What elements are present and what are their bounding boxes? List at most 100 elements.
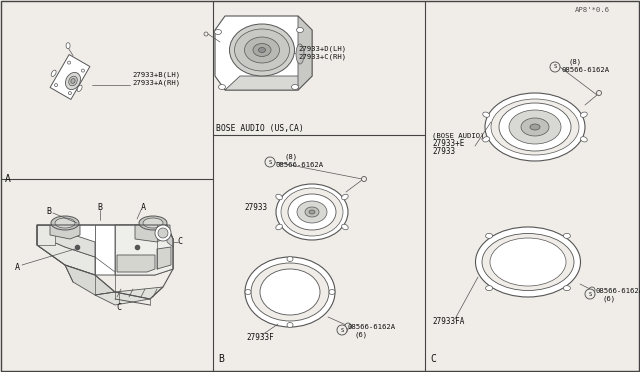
Text: C: C <box>177 237 182 247</box>
Ellipse shape <box>563 233 570 238</box>
Ellipse shape <box>55 218 75 228</box>
Ellipse shape <box>139 216 167 230</box>
Ellipse shape <box>287 257 293 262</box>
Ellipse shape <box>362 176 367 182</box>
Ellipse shape <box>589 287 595 293</box>
Ellipse shape <box>218 84 225 90</box>
Ellipse shape <box>337 325 347 335</box>
Text: 08566-6162A: 08566-6162A <box>276 162 324 168</box>
Polygon shape <box>298 16 312 90</box>
Ellipse shape <box>296 44 304 64</box>
Ellipse shape <box>155 225 171 241</box>
Text: AP8'*0.6: AP8'*0.6 <box>575 7 610 13</box>
Text: A: A <box>141 202 145 212</box>
Ellipse shape <box>204 32 208 36</box>
Ellipse shape <box>342 224 348 230</box>
Polygon shape <box>50 225 80 239</box>
Polygon shape <box>115 225 173 275</box>
Ellipse shape <box>51 70 56 77</box>
Ellipse shape <box>329 289 335 295</box>
Ellipse shape <box>309 210 315 214</box>
Ellipse shape <box>54 84 58 87</box>
Ellipse shape <box>486 233 493 238</box>
Polygon shape <box>225 76 312 90</box>
Ellipse shape <box>245 289 251 295</box>
Text: B: B <box>97 202 102 212</box>
Ellipse shape <box>486 286 493 291</box>
Text: B: B <box>218 354 224 364</box>
Ellipse shape <box>234 29 289 71</box>
Ellipse shape <box>81 69 84 72</box>
Ellipse shape <box>251 263 329 321</box>
Ellipse shape <box>158 228 168 238</box>
Text: S: S <box>268 160 271 164</box>
Ellipse shape <box>276 224 282 230</box>
Ellipse shape <box>143 218 163 228</box>
Ellipse shape <box>287 323 293 327</box>
Text: (8): (8) <box>568 59 581 65</box>
Ellipse shape <box>483 137 490 142</box>
Text: 08566-6162A: 08566-6162A <box>561 67 609 73</box>
Text: 08566-6162A: 08566-6162A <box>596 288 640 294</box>
Polygon shape <box>157 247 171 269</box>
Ellipse shape <box>482 234 574 291</box>
Ellipse shape <box>51 216 79 230</box>
Polygon shape <box>117 255 155 272</box>
Ellipse shape <box>66 43 70 49</box>
Text: 27933+D(LH): 27933+D(LH) <box>298 46 346 52</box>
Ellipse shape <box>276 194 282 200</box>
Text: 27933FA: 27933FA <box>432 317 465 327</box>
Polygon shape <box>50 55 90 99</box>
Ellipse shape <box>305 207 319 217</box>
Ellipse shape <box>580 137 588 142</box>
Ellipse shape <box>297 201 327 223</box>
Ellipse shape <box>245 257 335 327</box>
Text: (6): (6) <box>355 332 368 338</box>
Ellipse shape <box>499 103 571 151</box>
Text: 27933+E: 27933+E <box>432 140 465 148</box>
Ellipse shape <box>276 184 348 240</box>
Text: S: S <box>554 64 557 70</box>
Text: (6): (6) <box>603 296 616 302</box>
Ellipse shape <box>265 157 275 167</box>
Ellipse shape <box>259 48 266 52</box>
Ellipse shape <box>345 323 351 329</box>
Ellipse shape <box>596 90 602 96</box>
Text: BOSE AUDIO (US,CA): BOSE AUDIO (US,CA) <box>216 125 304 134</box>
Text: S: S <box>588 292 591 296</box>
Ellipse shape <box>77 85 82 92</box>
Ellipse shape <box>291 84 298 90</box>
Text: C: C <box>430 354 436 364</box>
Ellipse shape <box>580 112 588 117</box>
Ellipse shape <box>253 44 271 57</box>
Text: 27933+C(RH): 27933+C(RH) <box>298 54 346 60</box>
Ellipse shape <box>68 92 72 94</box>
Ellipse shape <box>490 238 566 286</box>
Text: A: A <box>15 263 19 272</box>
Ellipse shape <box>65 73 81 90</box>
Text: A: A <box>5 174 11 184</box>
Ellipse shape <box>509 110 561 144</box>
Ellipse shape <box>585 289 595 299</box>
Ellipse shape <box>68 61 70 64</box>
Text: 27933F: 27933F <box>246 333 274 341</box>
Ellipse shape <box>521 118 549 136</box>
Ellipse shape <box>260 269 320 315</box>
Ellipse shape <box>296 28 303 32</box>
Ellipse shape <box>476 227 580 297</box>
Polygon shape <box>37 225 95 257</box>
Polygon shape <box>37 225 173 275</box>
Polygon shape <box>37 225 55 245</box>
Polygon shape <box>215 16 312 90</box>
Ellipse shape <box>244 37 280 63</box>
Text: 27933: 27933 <box>244 202 267 212</box>
Text: 27933+A(RH): 27933+A(RH) <box>132 80 180 86</box>
Polygon shape <box>167 225 173 247</box>
Text: 27933+B(LH): 27933+B(LH) <box>132 72 180 78</box>
Ellipse shape <box>342 194 348 200</box>
Text: (8): (8) <box>284 154 297 160</box>
Polygon shape <box>65 265 115 295</box>
Text: S: S <box>340 327 344 333</box>
Ellipse shape <box>68 76 77 86</box>
Ellipse shape <box>485 93 585 161</box>
